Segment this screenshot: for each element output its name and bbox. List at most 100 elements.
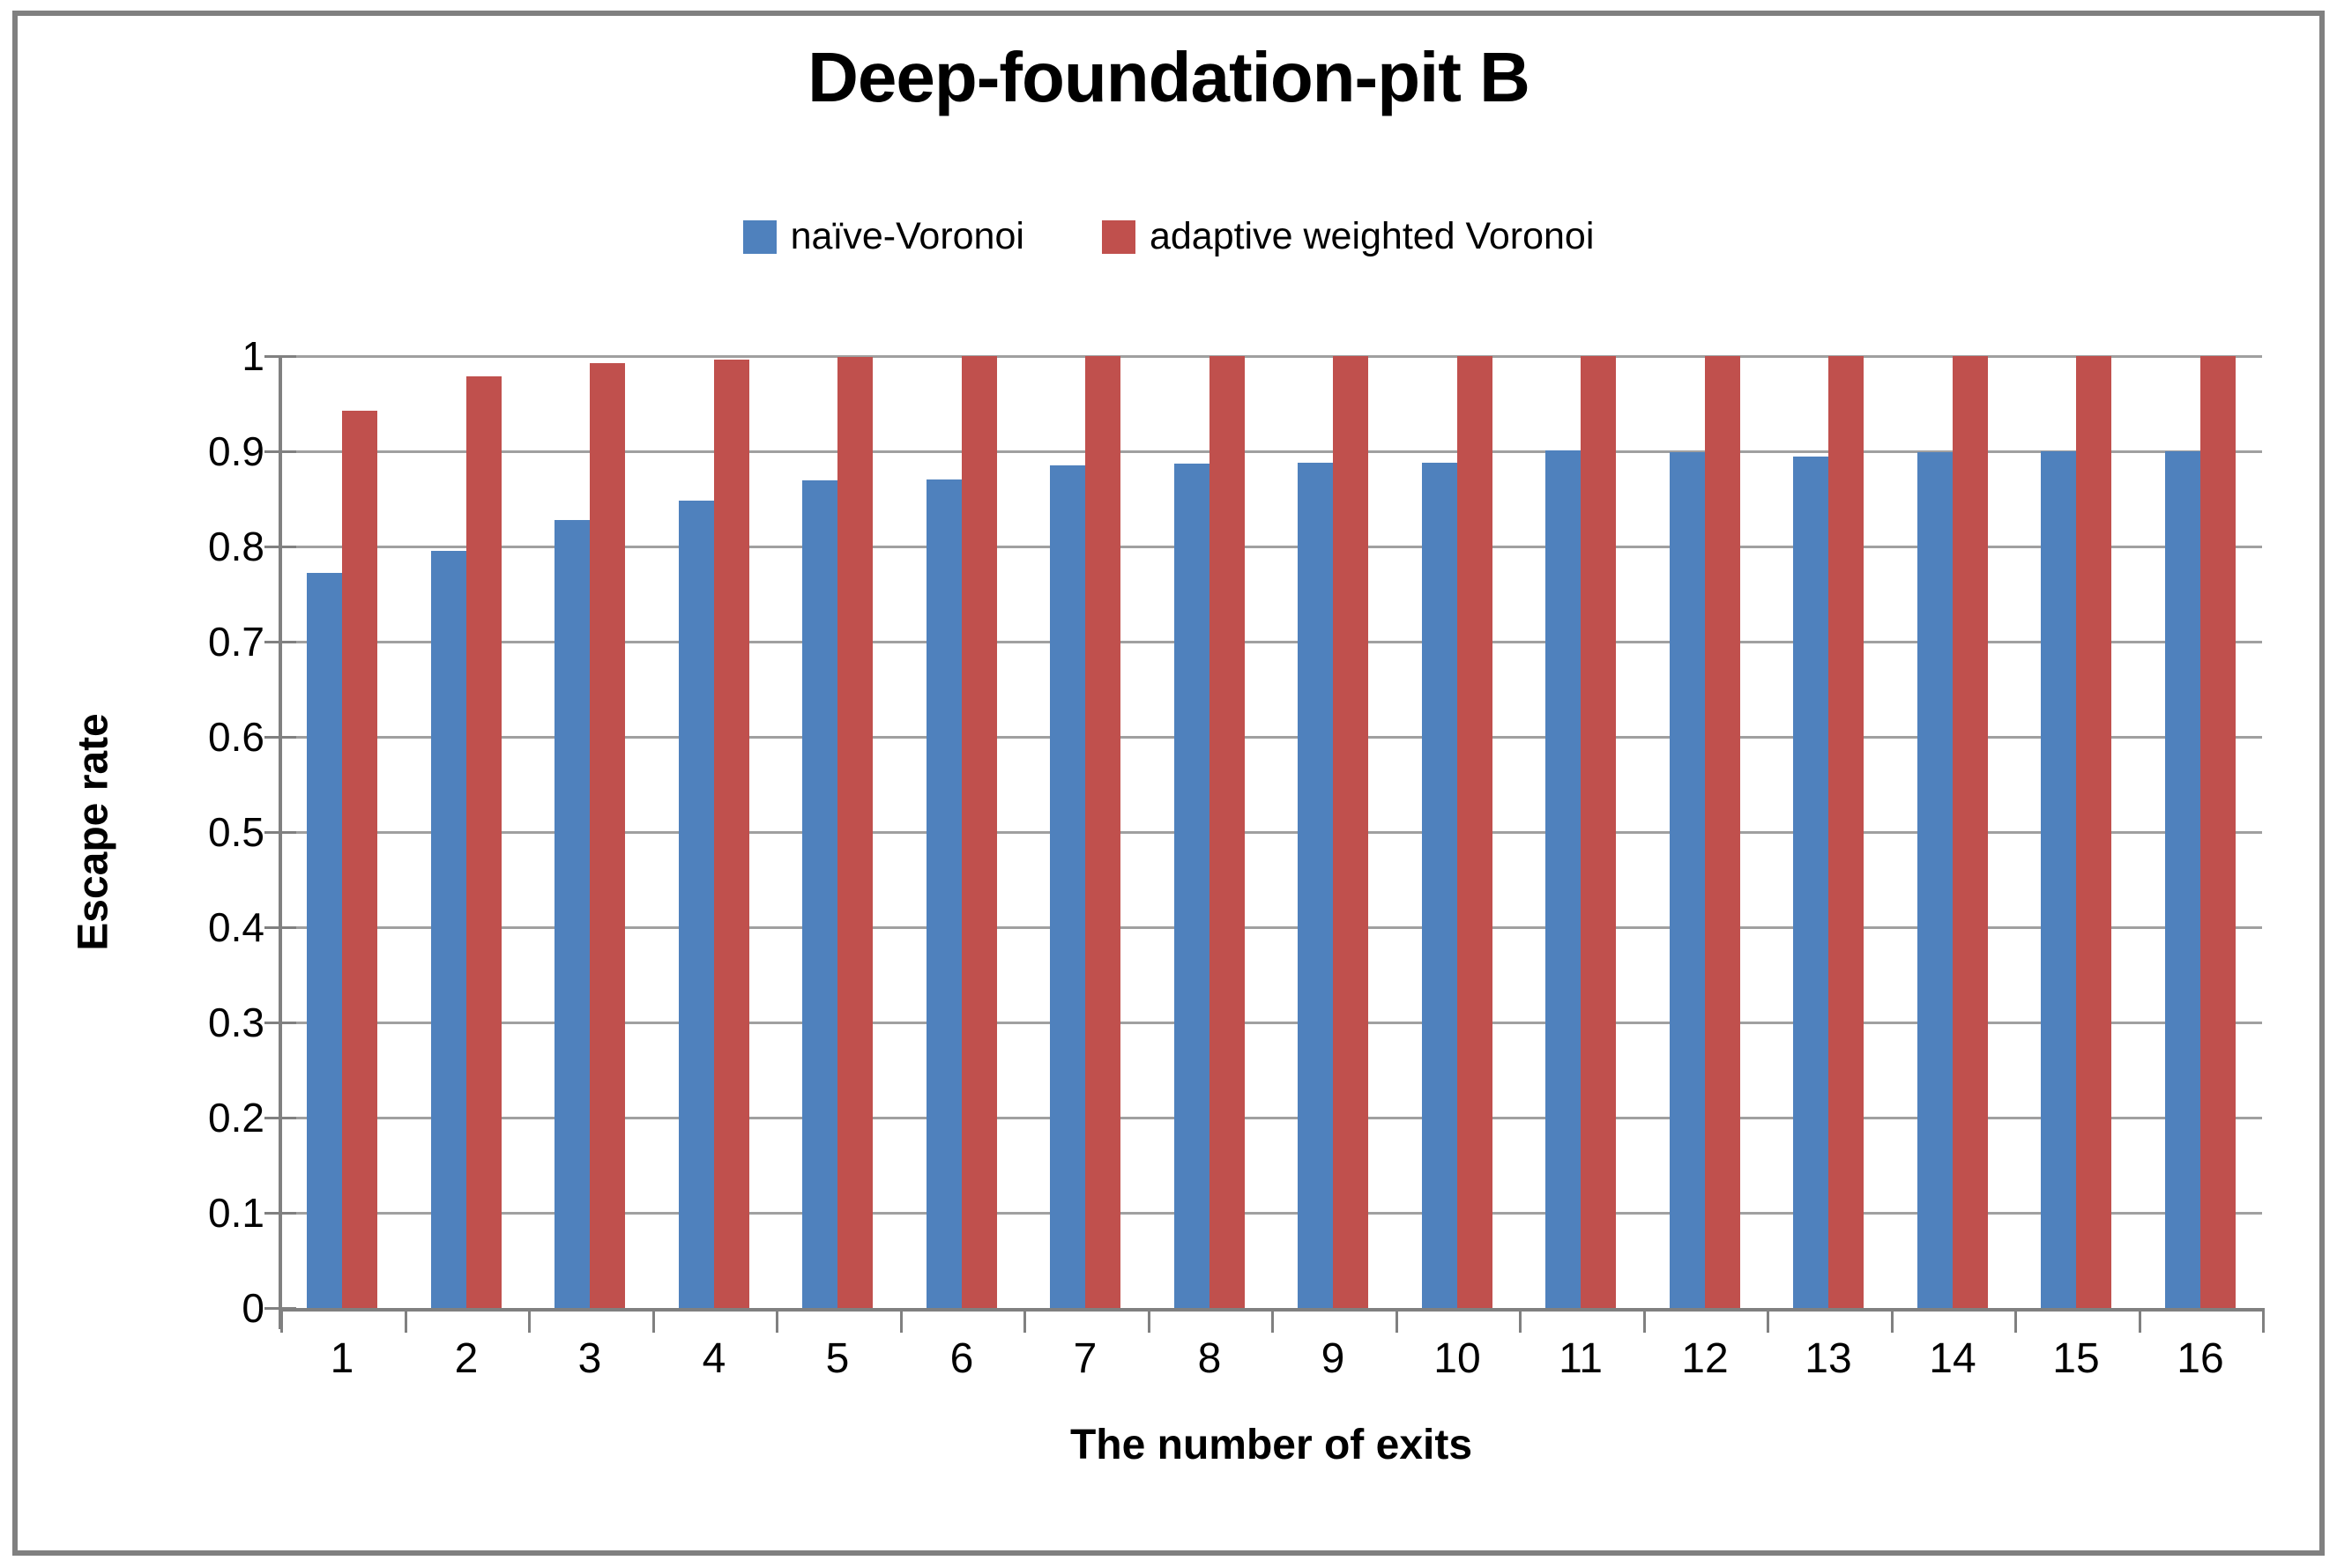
bar-naive-voronoi-11: [1545, 450, 1581, 1308]
bar-adaptive-weighted-voronoi-11: [1581, 356, 1616, 1308]
x-axis-tick: [1148, 1308, 1150, 1333]
gridline: [280, 1117, 2262, 1119]
bar-naive-voronoi-14: [1917, 452, 1953, 1308]
y-axis-tick: [264, 736, 296, 739]
x-tick-label-12: 12: [1681, 1335, 1729, 1382]
x-tick-label-8: 8: [1197, 1335, 1222, 1382]
y-tick-label: 0.8: [208, 524, 264, 569]
y-axis-tick: [264, 831, 296, 834]
x-tick-label-14: 14: [1929, 1335, 1976, 1382]
y-axis-tick: [264, 1022, 296, 1024]
x-axis-tick: [2014, 1308, 2017, 1333]
legend-swatch-blue-icon: [742, 219, 777, 254]
bar-adaptive-weighted-voronoi-12: [1705, 356, 1740, 1308]
bar-naive-voronoi-15: [2041, 451, 2076, 1308]
gridline: [280, 736, 2262, 739]
x-tick-label-1: 1: [330, 1335, 354, 1382]
y-axis-title: Escape rate: [70, 713, 117, 951]
legend-swatch-red-icon: [1101, 219, 1135, 254]
bar-adaptive-weighted-voronoi-7: [1085, 356, 1120, 1308]
y-axis-tick: [264, 1117, 296, 1119]
bar-naive-voronoi-13: [1793, 457, 1828, 1308]
x-tick-label-9: 9: [1321, 1335, 1345, 1382]
x-tick-label-6: 6: [949, 1335, 974, 1382]
legend-item-adaptive-weighted-voronoi: adaptive weighted Voronoi: [1101, 215, 1595, 258]
y-tick-label: 0.5: [208, 809, 264, 855]
gridline: [280, 546, 2262, 548]
bar-naive-voronoi-4: [679, 501, 714, 1308]
y-tick-label: 0.4: [208, 904, 264, 950]
y-tick-label: 1: [242, 333, 264, 379]
y-tick-label: 0.2: [208, 1095, 264, 1141]
bar-naive-voronoi-6: [927, 479, 962, 1308]
y-tick-label: 0.9: [208, 428, 264, 474]
bar-naive-voronoi-8: [1174, 464, 1209, 1308]
x-axis-tick: [1519, 1308, 1522, 1333]
gridline: [280, 641, 2262, 643]
y-tick-label: 0.1: [208, 1190, 264, 1236]
bar-naive-voronoi-12: [1670, 452, 1705, 1308]
y-tick-label: 0.6: [208, 714, 264, 760]
x-axis-tick: [1891, 1308, 1894, 1333]
x-axis-title: The number of exits: [1069, 1422, 1473, 1468]
x-axis-tick: [776, 1308, 778, 1333]
y-axis-tick: [264, 1212, 296, 1215]
bar-adaptive-weighted-voronoi-6: [962, 356, 997, 1308]
legend: naïve-Voronoi adaptive weighted Voronoi: [0, 215, 2337, 258]
x-axis-tick: [1023, 1308, 1026, 1333]
bar-adaptive-weighted-voronoi-13: [1828, 356, 1864, 1308]
y-axis-tick: [264, 641, 296, 643]
bar-adaptive-weighted-voronoi-3: [590, 363, 625, 1308]
x-tick-label-5: 5: [825, 1335, 850, 1382]
y-tick-label: 0: [242, 1285, 264, 1331]
x-axis-tick: [2139, 1308, 2141, 1333]
x-tick-label-16: 16: [2177, 1335, 2224, 1382]
bar-adaptive-weighted-voronoi-10: [1457, 356, 1492, 1308]
x-axis-tick: [900, 1308, 903, 1333]
x-tick-label-4: 4: [702, 1335, 726, 1382]
bar-naive-voronoi-9: [1298, 463, 1333, 1308]
x-tick-label-3: 3: [577, 1335, 602, 1382]
bar-adaptive-weighted-voronoi-14: [1953, 356, 1988, 1308]
gridline: [280, 355, 2262, 358]
bar-adaptive-weighted-voronoi-2: [466, 376, 502, 1308]
gridline: [280, 1022, 2262, 1024]
gridline: [280, 831, 2262, 834]
legend-label-adaptive-weighted-voronoi: adaptive weighted Voronoi: [1149, 215, 1595, 257]
y-tick-label: 0.7: [208, 619, 264, 665]
bar-adaptive-weighted-voronoi-9: [1333, 356, 1368, 1308]
legend-label-naive-voronoi: naïve-Voronoi: [790, 215, 1024, 257]
x-tick-label-2: 2: [454, 1335, 479, 1382]
x-axis-tick: [1643, 1308, 1646, 1333]
bar-adaptive-weighted-voronoi-16: [2200, 356, 2236, 1308]
legend-item-naive-voronoi: naïve-Voronoi: [742, 215, 1024, 258]
bar-naive-voronoi-3: [554, 520, 590, 1308]
chart-title: Deep-foundation-pit B: [808, 38, 1530, 116]
gridline: [280, 926, 2262, 929]
bar-naive-voronoi-16: [2165, 451, 2200, 1308]
bar-adaptive-weighted-voronoi-4: [714, 360, 749, 1308]
bar-naive-voronoi-5: [802, 480, 837, 1308]
gridline: [280, 1212, 2262, 1215]
x-tick-label-11: 11: [1559, 1335, 1603, 1382]
bar-naive-voronoi-7: [1050, 465, 1085, 1308]
x-axis-tick: [405, 1308, 407, 1333]
x-axis-tick: [1271, 1308, 1274, 1333]
bar-naive-voronoi-2: [431, 551, 466, 1308]
x-axis-tick: [1396, 1308, 1398, 1333]
x-axis-tick: [1767, 1308, 1769, 1333]
x-axis-tick: [2262, 1308, 2265, 1333]
x-axis-tick: [280, 1308, 283, 1333]
bar-adaptive-weighted-voronoi-15: [2076, 356, 2111, 1308]
bar-adaptive-weighted-voronoi-5: [837, 357, 873, 1308]
bar-adaptive-weighted-voronoi-8: [1209, 356, 1245, 1308]
y-axis-tick: [264, 355, 296, 358]
x-axis-tick: [652, 1308, 655, 1333]
x-tick-label-10: 10: [1433, 1335, 1481, 1382]
y-axis-tick: [264, 450, 296, 453]
y-tick-label: 0.3: [208, 1000, 264, 1045]
x-tick-label-15: 15: [2052, 1335, 2100, 1382]
bar-adaptive-weighted-voronoi-1: [342, 411, 377, 1308]
y-axis-tick: [264, 926, 296, 929]
